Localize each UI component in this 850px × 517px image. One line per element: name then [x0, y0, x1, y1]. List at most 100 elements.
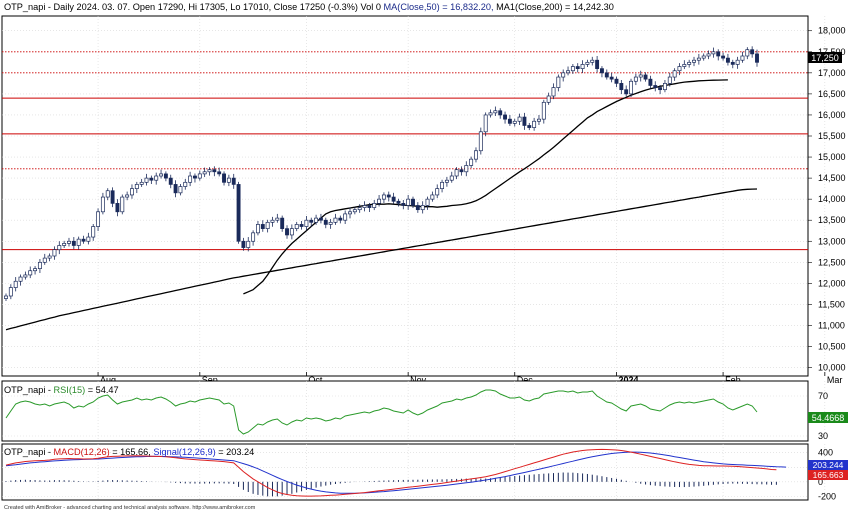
candle-body [71, 240, 76, 246]
candle-body [624, 89, 629, 95]
rsi-y-axis: 70 30 [818, 391, 828, 441]
candle-body [692, 59, 696, 63]
candle-body [507, 118, 512, 124]
candle-body [517, 116, 522, 122]
macd-header-macd: MACD(12,26) [54, 447, 110, 457]
candle-body [120, 196, 125, 213]
macd-y-tick-label: 400 [818, 448, 833, 458]
candle-body [62, 243, 67, 246]
macd-label-bg [808, 460, 848, 470]
candle-body [633, 76, 638, 82]
candle-body [33, 268, 38, 272]
candle-body [478, 131, 483, 152]
rsi-y-tick-label: 30 [818, 431, 828, 441]
price-y-tick-label: 14,500 [818, 173, 846, 183]
candle-body [115, 203, 120, 213]
last-close-label-bg [808, 52, 842, 63]
candle-body [745, 49, 750, 57]
candle-body [730, 61, 735, 65]
candle-body [144, 177, 149, 183]
candle-body [474, 150, 478, 160]
candle-body [193, 175, 197, 179]
candle-body [100, 196, 105, 213]
candle-body [687, 61, 692, 65]
candle-body [173, 184, 178, 194]
ma200-line [5, 188, 758, 331]
macd-y-tick-label: -200 [818, 491, 836, 501]
candle-body [202, 171, 207, 175]
price-y-tick-label: 13,000 [818, 236, 846, 246]
candle-body [217, 171, 222, 175]
candle-body [91, 226, 96, 238]
rsi-header: OTP_napi - RSI(15) = 54.47 [4, 385, 119, 395]
candle-body [367, 205, 372, 208]
candle-body [163, 173, 168, 179]
candlestick-series [4, 46, 759, 302]
candle-body [643, 74, 648, 80]
signal-label-text: 165.663 [813, 470, 844, 480]
candle-body [391, 196, 396, 202]
candle-body [459, 169, 464, 173]
candle-body [604, 72, 609, 78]
candle-body [638, 74, 643, 78]
candle-body [575, 66, 580, 69]
candle-body [4, 295, 8, 299]
candle-body [546, 95, 551, 103]
candle-body [362, 205, 367, 208]
candle-body [23, 274, 28, 278]
rsi-header-value: = 54.47 [85, 385, 118, 395]
rsi-last-label: 54.4668 [808, 412, 848, 423]
macd-header-signal: Signal(12,26,9) [153, 447, 215, 457]
rsi-header-name: RSI(15) [54, 385, 86, 395]
candle-body [614, 78, 619, 84]
candle-body [183, 181, 188, 187]
candle-body [357, 207, 362, 211]
candle-body [178, 186, 183, 194]
candle-body [304, 219, 309, 227]
candle-body [270, 219, 275, 223]
price-y-tick-label: 15,000 [818, 152, 846, 162]
candle-body [318, 217, 323, 221]
candle-body [134, 184, 139, 189]
candle-body [42, 257, 47, 263]
rsi-last-label-bg [808, 412, 848, 423]
candle-body [696, 57, 701, 61]
candle-body [658, 87, 663, 91]
price-y-tick-label: 16,000 [818, 110, 846, 120]
candle-body [527, 125, 532, 128]
ma50-line [243, 79, 728, 295]
candle-body [328, 221, 333, 225]
price-y-tick-label: 12,000 [818, 278, 846, 288]
macd-plot-area [1, 443, 809, 501]
macd-grid [2, 444, 826, 500]
rsi-last-label-text: 54.4668 [812, 413, 845, 423]
candle-body [435, 188, 440, 196]
candle-body [47, 255, 52, 259]
price-header-ma200: MA1(Close,200) = 14,242.30 [496, 2, 614, 12]
candle-body [430, 194, 435, 200]
candle-body [493, 110, 498, 114]
signal-line [5, 451, 787, 494]
price-y-tick-label: 10,000 [818, 363, 846, 373]
candle-body [755, 53, 759, 63]
signal-label-bg [808, 470, 848, 480]
candle-body [609, 76, 614, 80]
candle-body [401, 203, 406, 206]
rsi-y-tick-label: 70 [818, 391, 828, 401]
rsi-path [5, 389, 758, 435]
price-y-tick-label: 16,500 [818, 89, 846, 99]
candle-body [556, 76, 561, 88]
x-tick-label: Sep [202, 375, 218, 385]
candle-body [750, 49, 755, 55]
candle-body [149, 177, 154, 181]
price-header: OTP_napi - Daily 2024. 03. 07. Open 1729… [4, 2, 614, 12]
macd-line [5, 448, 777, 497]
candle-body [425, 198, 430, 206]
candle-body [207, 169, 212, 173]
candle-body [222, 173, 226, 183]
candle-body [498, 110, 503, 116]
last-close-label: 17,250 [808, 52, 842, 63]
candle-body [595, 59, 600, 69]
candle-body [338, 217, 343, 221]
candle-body [711, 51, 716, 55]
